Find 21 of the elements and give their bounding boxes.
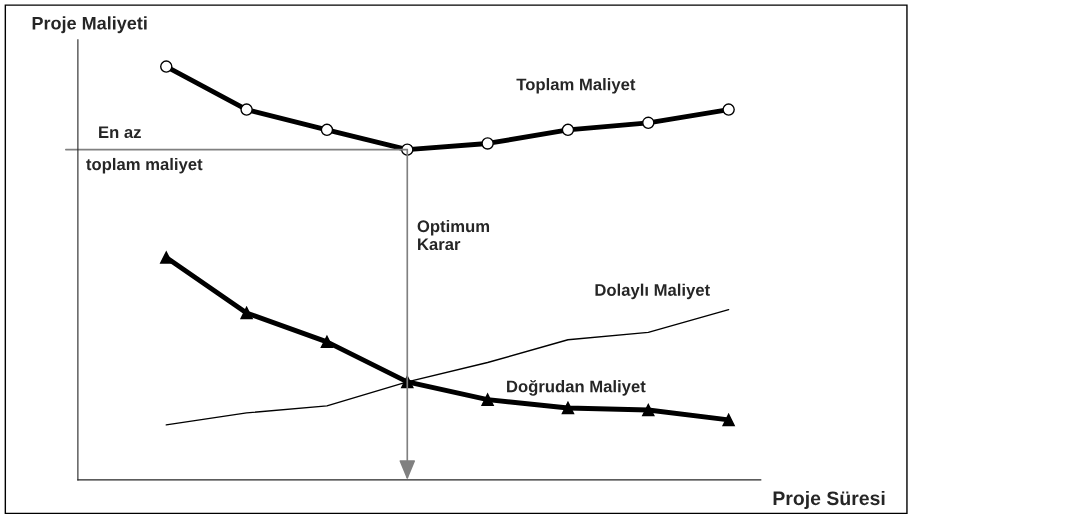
point [160,251,173,264]
point [561,401,575,415]
ref-line-label: En az toplam maliyet [86,126,203,174]
annotation: Optimum Karar [417,219,490,251]
point [642,116,655,130]
point [722,413,735,427]
series-label: Dolaylı Maliyet [595,283,710,300]
x-axis-title: Proje Süresi [773,490,885,510]
series-label: Toplam Maliyet [516,78,636,94]
point [160,60,173,73]
point [320,335,334,349]
point [481,137,494,150]
point [642,403,655,417]
series-label: Doğrudan Maliyet [507,379,646,396]
point [561,123,575,137]
point [722,103,735,116]
point [481,393,494,406]
y-axis-title: Proje Maliyeti [32,16,147,34]
point [320,123,334,137]
point [240,103,253,116]
point [240,306,253,320]
